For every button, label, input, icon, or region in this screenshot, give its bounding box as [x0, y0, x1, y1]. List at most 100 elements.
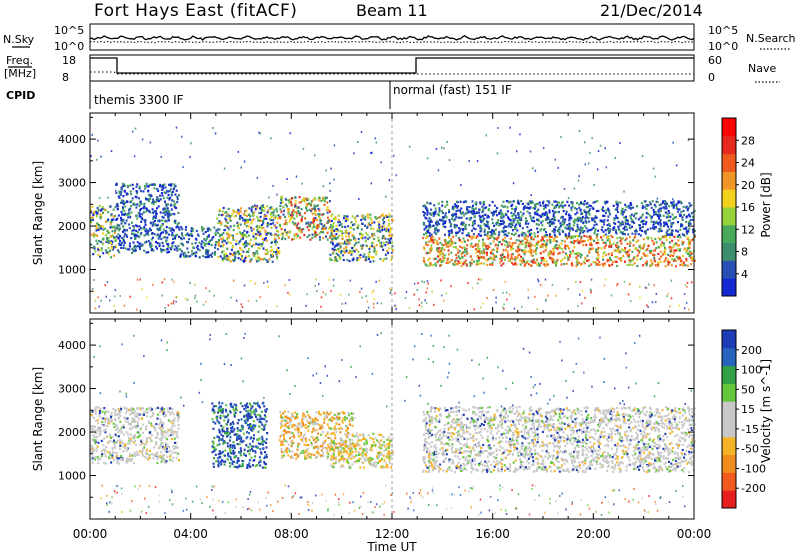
scatter-cell — [413, 293, 415, 296]
scatter-cell — [313, 196, 316, 199]
scatter-cell — [253, 237, 256, 240]
scatter-cell — [661, 201, 664, 204]
scatter-cell — [161, 188, 164, 191]
scatter-cell — [121, 213, 123, 216]
scatter-cell — [591, 238, 594, 241]
scatter-cell — [159, 407, 162, 410]
scatter-cell — [531, 201, 534, 204]
scatter-cell — [262, 247, 265, 250]
scatter-cell — [448, 211, 451, 214]
scatter-cell — [670, 279, 673, 282]
scatter-cell — [208, 242, 210, 246]
scatter-cell — [554, 158, 557, 161]
scatter-cell — [502, 215, 505, 219]
scatter-cell — [258, 230, 261, 234]
scatter-cell — [338, 224, 341, 227]
scatter-cell — [686, 281, 689, 284]
scatter-cell — [135, 407, 138, 410]
scatter-cell — [595, 248, 598, 251]
scatter-cell — [487, 237, 490, 240]
scatter-cell — [454, 225, 457, 228]
scatter-cell — [430, 208, 433, 211]
scatter-cell — [435, 242, 438, 245]
scatter-cell — [472, 213, 475, 216]
scatter-cell — [154, 426, 157, 429]
scatter-cell — [137, 407, 139, 410]
scatter-cell — [159, 455, 162, 458]
scatter-cell — [165, 220, 168, 223]
scatter-cell — [252, 253, 255, 256]
scatter-cell — [167, 217, 170, 220]
scatter-cell — [335, 233, 338, 236]
scatter-cell — [164, 412, 167, 415]
scatter-cell — [164, 240, 167, 243]
scatter-cell — [319, 216, 321, 220]
scatter-cell — [390, 247, 393, 250]
scatter-cell — [657, 213, 660, 216]
scatter-cell — [566, 237, 568, 240]
scatter-cell — [692, 228, 694, 231]
scatter-cell — [223, 229, 226, 232]
scatter-cell — [165, 450, 168, 453]
scatter-cell — [133, 250, 136, 253]
scatter-cell — [125, 411, 127, 414]
scatter-cell — [444, 239, 447, 242]
scatter-cell — [111, 218, 114, 221]
scatter-cell — [645, 208, 648, 211]
scatter-cell — [333, 178, 335, 181]
scatter-cell — [514, 256, 517, 259]
scatter-cell — [242, 235, 245, 238]
scatter-cell — [670, 201, 673, 204]
scatter-cell — [181, 135, 183, 138]
scatter-cell — [640, 256, 643, 259]
scatter-cell — [637, 239, 640, 242]
scatter-cell — [464, 200, 467, 203]
scatter-cell — [115, 435, 118, 438]
scatter-cell — [172, 412, 175, 415]
scatter-cell — [625, 219, 628, 222]
scatter-cell — [529, 200, 532, 203]
scatter-cell — [588, 220, 590, 223]
scatter-cell — [171, 407, 174, 411]
scatter-cell — [194, 242, 197, 245]
scatter-cell — [311, 227, 314, 230]
scatter-cell — [123, 184, 126, 187]
scatter-cell — [258, 211, 261, 215]
scatter-cell — [126, 229, 128, 232]
scatter-cell — [536, 202, 539, 205]
scatter-cell — [293, 217, 296, 220]
scatter-cell — [123, 406, 126, 409]
scatter-cell — [162, 412, 165, 416]
scatter-cell — [291, 221, 294, 224]
scatter-cell — [169, 455, 172, 458]
scatter-cell — [493, 224, 496, 227]
scatter-cell — [97, 139, 99, 142]
scatter-cell — [534, 261, 537, 264]
scatter-cell — [518, 239, 521, 242]
scatter-cell — [159, 225, 162, 228]
scatter-cell — [192, 228, 195, 231]
scatter-cell — [142, 407, 144, 410]
scatter-cell — [597, 242, 600, 245]
scatter-cell — [495, 301, 497, 304]
scatter-cell — [437, 202, 440, 205]
scatter-cell — [155, 214, 158, 217]
scatter-cell — [122, 424, 125, 427]
scatter-cell — [571, 201, 574, 204]
scatter-cell — [533, 235, 536, 238]
scatter-cell — [123, 232, 126, 235]
scatter-cell — [122, 200, 125, 203]
scatter-cell — [368, 257, 370, 261]
scatter-cell — [119, 239, 121, 243]
scatter-cell — [170, 302, 172, 305]
scatter-cell — [604, 229, 607, 232]
scatter-cell — [340, 252, 342, 255]
scatter-cell — [517, 247, 520, 250]
scatter-cell — [455, 256, 458, 259]
scatter-cell — [373, 298, 375, 300]
scatter-cell — [563, 222, 566, 225]
scatter-cell — [233, 210, 236, 213]
scatter-cell — [567, 197, 570, 200]
scatter-cell — [118, 251, 121, 254]
scatter-cell — [624, 260, 626, 263]
